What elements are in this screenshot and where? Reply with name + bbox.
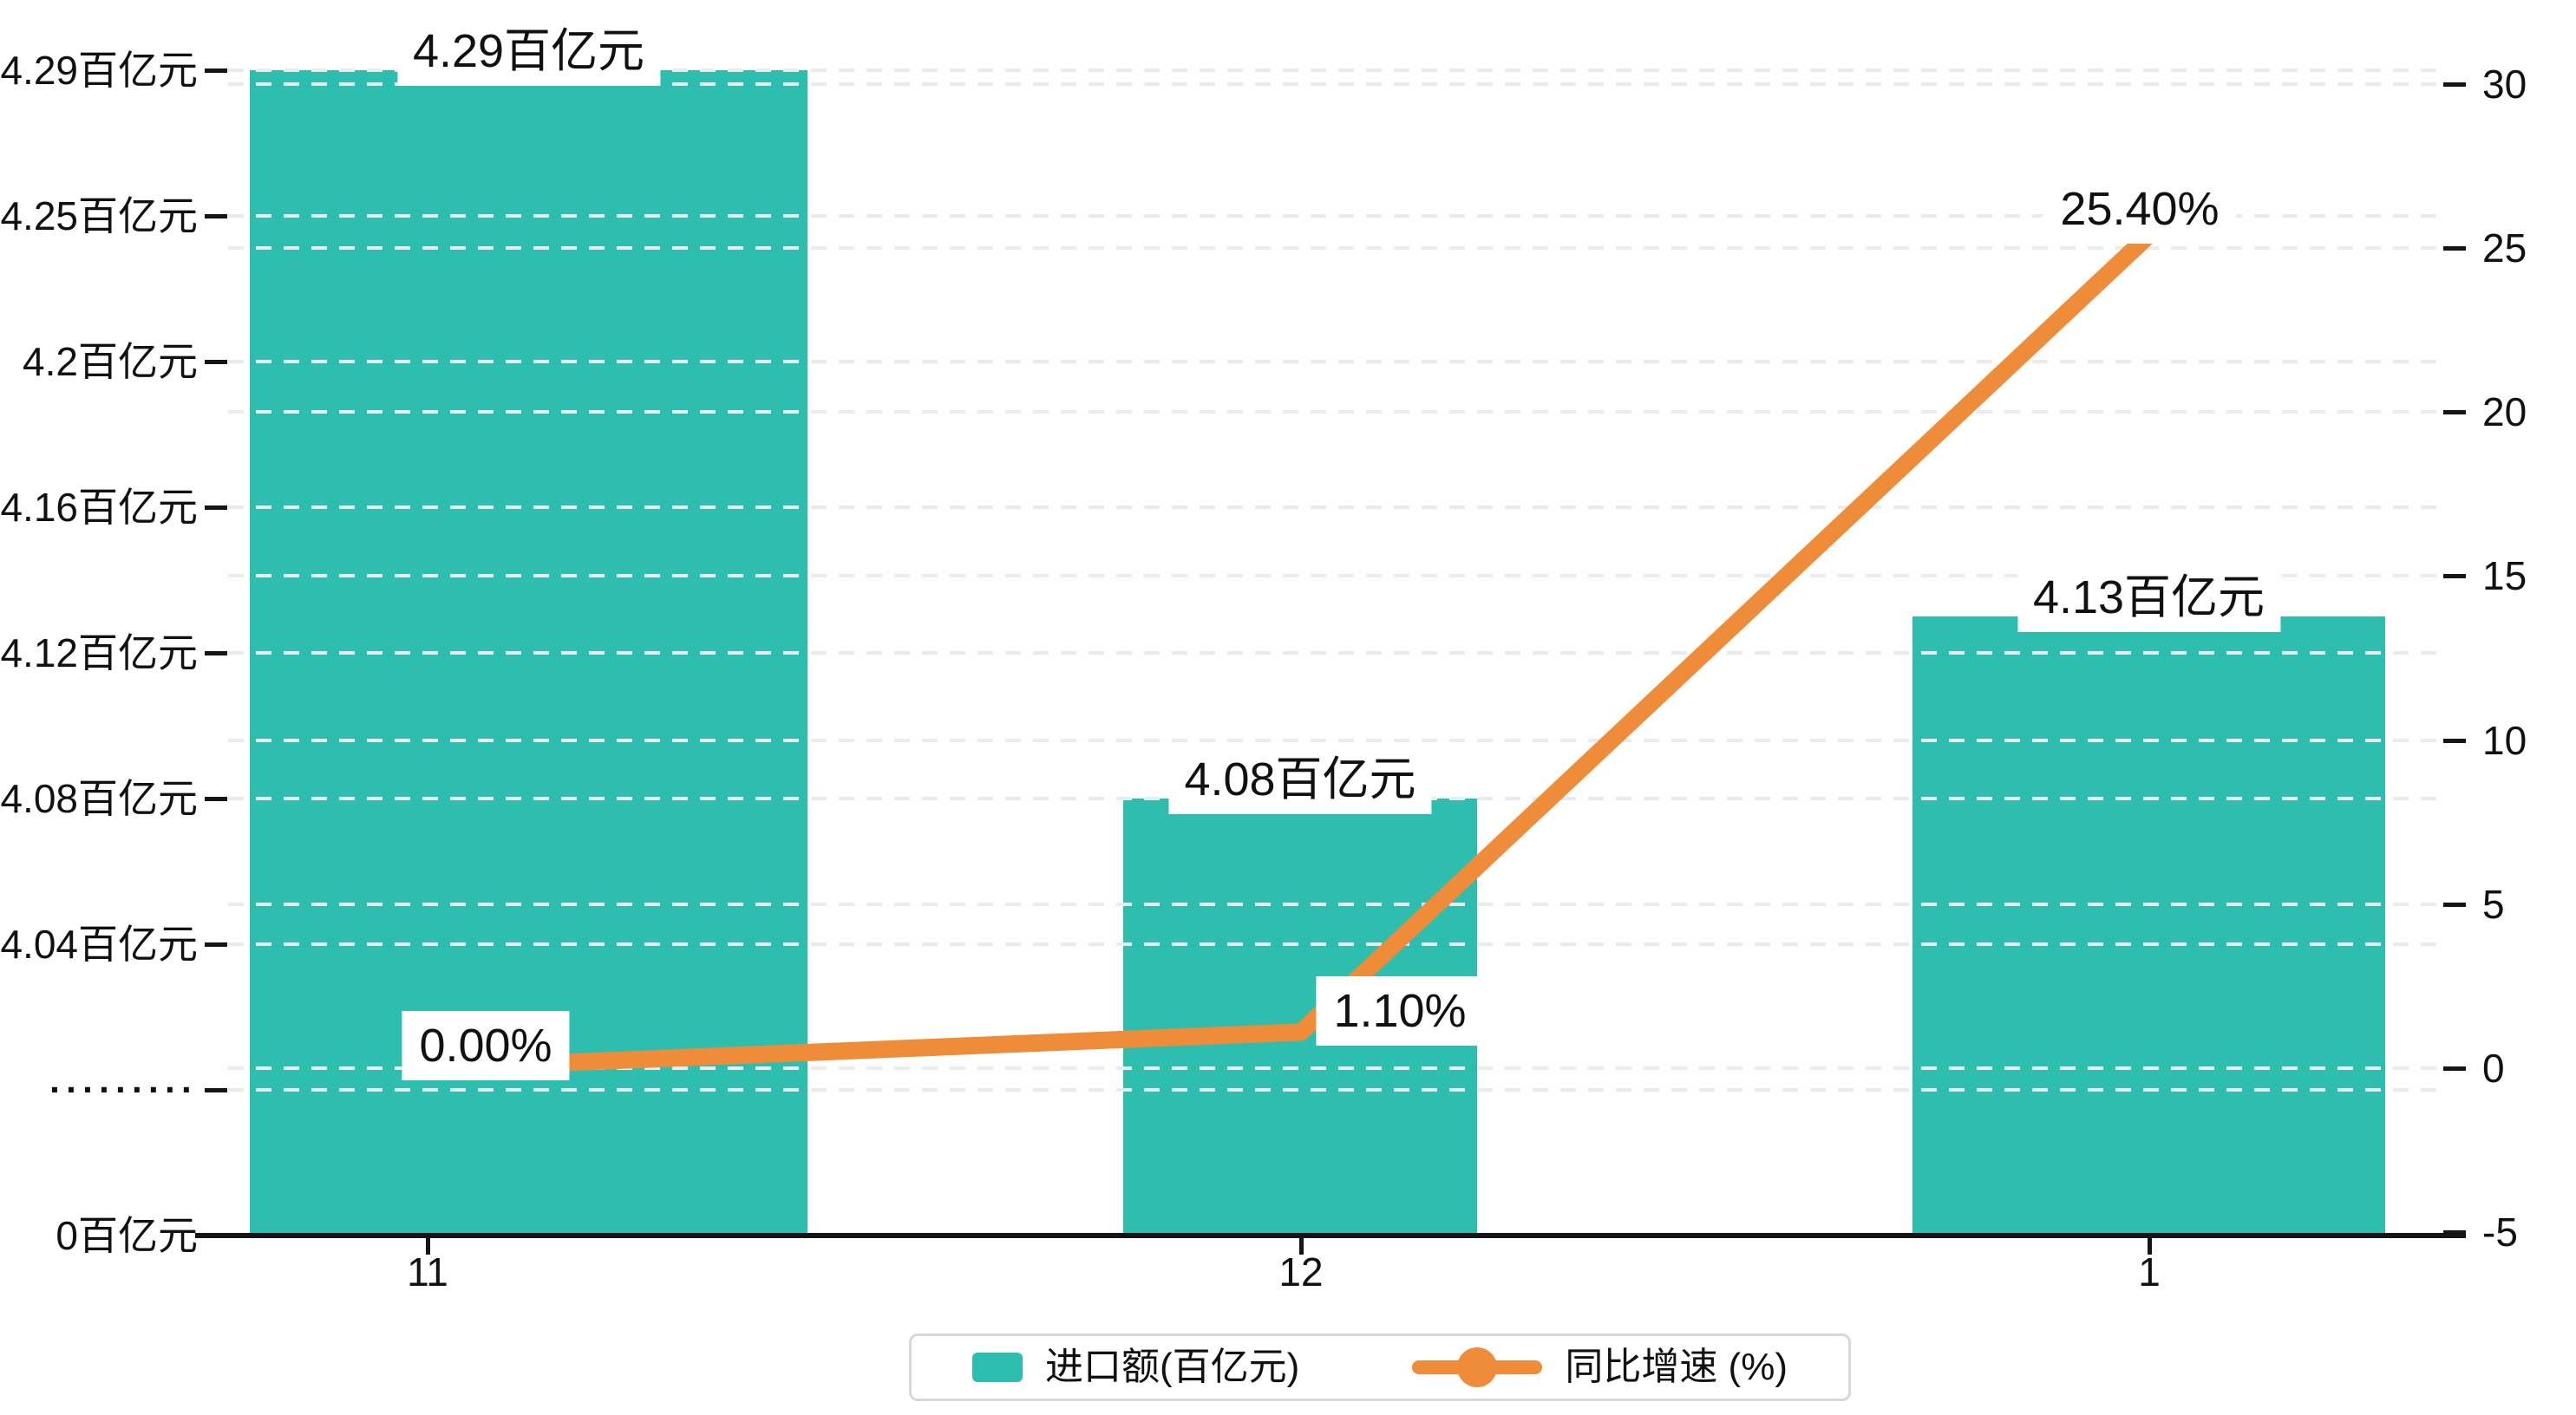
left-axis-tick — [205, 942, 227, 947]
gridline — [228, 942, 2442, 946]
line-swatch-icon — [1412, 1347, 1543, 1387]
left-axis-label: 4.29百亿元 — [0, 48, 198, 93]
right-axis-label: -5 — [2482, 1210, 2518, 1255]
gridline — [228, 1066, 2442, 1070]
left-axis-tick — [205, 214, 227, 218]
gridline — [228, 82, 2442, 86]
bar-swatch-icon — [972, 1353, 1023, 1382]
x-axis-label: 12 — [1278, 1249, 1324, 1294]
line-point-label[interactable]: 1.10% — [1316, 976, 1484, 1047]
line-point-label[interactable]: 25.40% — [2043, 173, 2237, 244]
legend: 进口额(百亿元) 同比增速 (%) — [909, 1333, 1851, 1401]
right-axis-tick — [2443, 410, 2466, 415]
right-axis-tick — [2443, 574, 2466, 579]
right-axis-label: 30 — [2482, 61, 2527, 107]
right-axis-label: 10 — [2482, 717, 2527, 763]
gridline — [228, 214, 2442, 218]
bar-import-value[interactable] — [1912, 616, 2385, 1236]
left-axis-tick — [205, 360, 227, 364]
right-axis-tick — [2443, 902, 2466, 907]
gridline — [228, 902, 2442, 906]
left-axis-label: 4.12百亿元 — [0, 630, 198, 675]
left-axis-label: 4.16百亿元 — [0, 485, 198, 530]
gridline — [228, 246, 2442, 250]
growth-rate-line[interactable] — [427, 228, 2155, 1077]
bar-value-label[interactable]: 4.08百亿元 — [1168, 745, 1432, 814]
right-axis-label: 0 — [2482, 1046, 2505, 1091]
right-axis-tick — [2443, 82, 2466, 87]
line-dot-icon — [1457, 1347, 1498, 1387]
gridline — [228, 360, 2442, 363]
right-axis-tick — [2443, 1230, 2466, 1236]
x-axis-tick — [1299, 1236, 1304, 1255]
right-axis-label: 5 — [2482, 881, 2505, 927]
gridline — [228, 410, 2442, 414]
gridline — [228, 651, 2442, 655]
right-axis-tick — [2443, 738, 2466, 743]
x-axis-label: 1 — [2138, 1249, 2161, 1294]
x-axis-label: 11 — [407, 1249, 448, 1294]
left-axis-label: 4.25百亿元 — [0, 193, 198, 238]
right-axis-label: 25 — [2482, 225, 2527, 271]
legend-item-growth-rate[interactable]: 同比增速 (%) — [1412, 1346, 1788, 1388]
gridline — [228, 505, 2442, 509]
left-axis-label: 4.04百亿元 — [0, 922, 198, 967]
left-axis-tick — [205, 1234, 227, 1238]
bar-value-label[interactable]: 4.13百亿元 — [2017, 563, 2281, 632]
left-axis-label: 0百亿元 — [56, 1213, 198, 1258]
left-axis-tick — [205, 797, 227, 801]
left-axis-label: ········· — [49, 1069, 198, 1110]
right-axis-label: 20 — [2482, 389, 2527, 435]
line-point-label[interactable]: 0.00% — [402, 1011, 570, 1080]
right-axis-tick — [2443, 1066, 2466, 1071]
left-axis-tick — [205, 651, 227, 655]
gridline — [228, 738, 2442, 742]
legend-label-import: 进口额(百亿元) — [1045, 1346, 1300, 1388]
right-axis-tick — [2443, 246, 2466, 251]
gridline — [228, 68, 2442, 72]
gridline — [228, 574, 2442, 578]
right-axis-label: 15 — [2482, 553, 2527, 599]
legend-item-import-value[interactable]: 进口额(百亿元) — [972, 1348, 1299, 1386]
left-axis-label: 4.08百亿元 — [0, 776, 198, 821]
x-axis-tick — [2148, 1236, 2152, 1255]
left-axis-tick — [205, 68, 227, 73]
left-axis-tick — [205, 1088, 227, 1092]
x-axis-tick — [426, 1236, 430, 1255]
bar-value-label[interactable]: 4.29百亿元 — [396, 16, 661, 86]
left-axis-tick — [205, 505, 227, 510]
legend-label-growth: 同比增速 (%) — [1565, 1346, 1788, 1388]
x-axis-line — [195, 1233, 2466, 1238]
gridline — [228, 1088, 2442, 1092]
left-axis-label: 4.2百亿元 — [23, 339, 198, 384]
